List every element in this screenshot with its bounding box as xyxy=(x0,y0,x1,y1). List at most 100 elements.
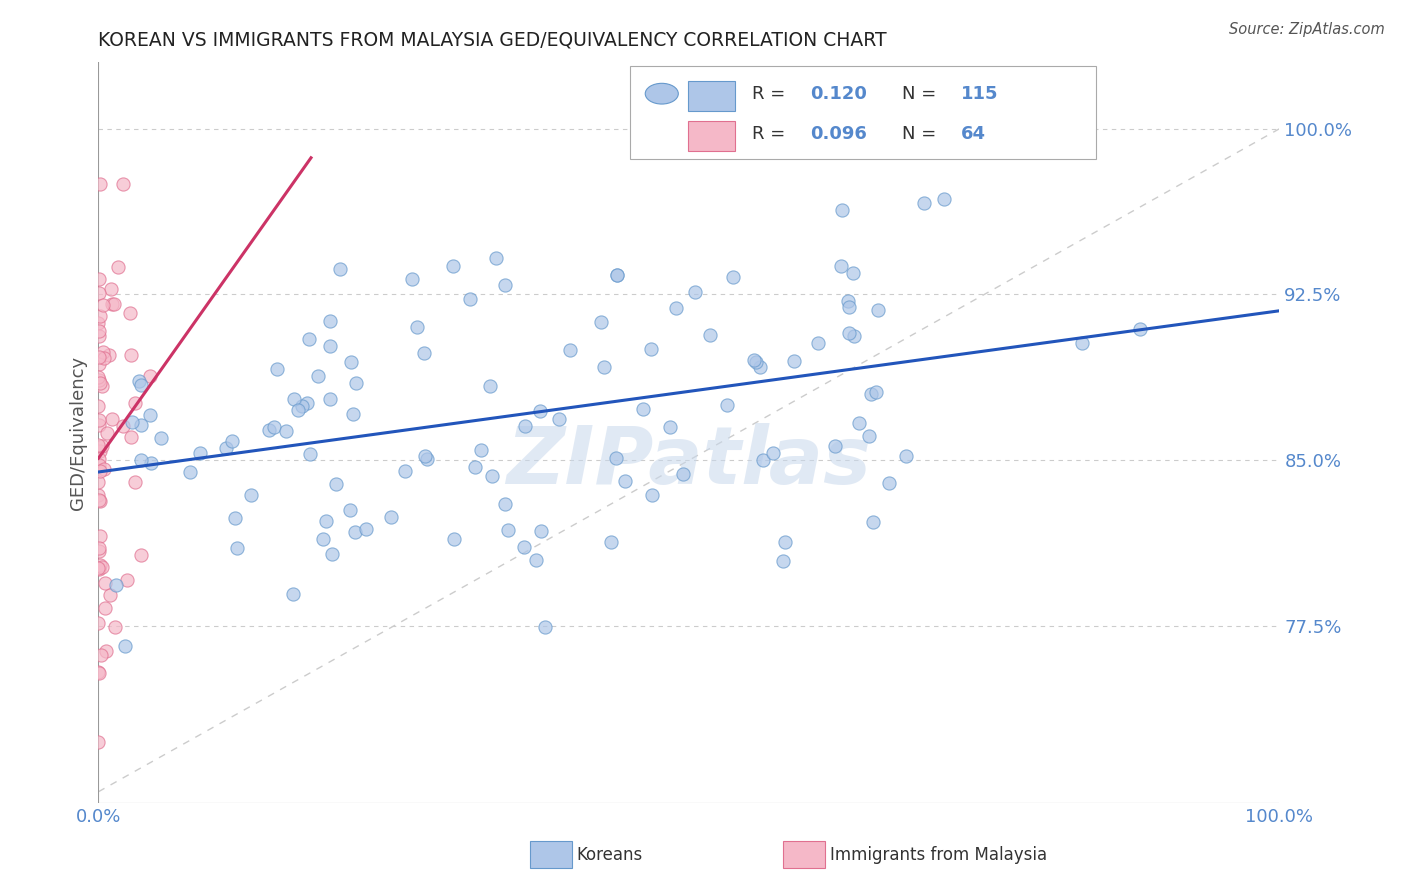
Point xyxy=(512,541,534,555)
Point xyxy=(89,357,111,371)
Point xyxy=(591,315,613,329)
Point xyxy=(593,359,616,374)
Point xyxy=(90,560,112,574)
Point xyxy=(87,328,110,343)
Point xyxy=(862,515,884,529)
Point xyxy=(394,464,416,478)
Point xyxy=(129,417,152,432)
Point xyxy=(685,285,707,299)
FancyBboxPatch shape xyxy=(688,121,735,151)
Point xyxy=(114,639,136,653)
Point xyxy=(524,552,547,566)
Point xyxy=(87,438,110,452)
Point xyxy=(344,376,367,391)
Point xyxy=(139,368,162,383)
Point xyxy=(858,429,880,443)
Point xyxy=(107,260,129,274)
Point xyxy=(315,514,337,528)
Point xyxy=(659,420,682,434)
Point xyxy=(745,355,768,369)
Point xyxy=(111,177,134,191)
Point xyxy=(89,177,111,191)
Point xyxy=(443,533,465,547)
Point xyxy=(494,497,516,511)
Point xyxy=(749,359,772,374)
Point xyxy=(87,458,110,472)
Point xyxy=(529,404,551,418)
Point xyxy=(838,300,860,314)
Point xyxy=(831,203,853,218)
Text: R =: R = xyxy=(752,125,785,143)
Point xyxy=(848,416,870,430)
Point xyxy=(87,370,110,384)
Text: 115: 115 xyxy=(960,85,998,103)
Text: N =: N = xyxy=(901,125,936,143)
Point xyxy=(141,456,163,470)
Point xyxy=(90,378,112,392)
Point xyxy=(120,348,142,362)
Point xyxy=(129,453,152,467)
Point xyxy=(149,431,172,445)
Point xyxy=(98,588,121,602)
Point xyxy=(287,403,309,417)
Text: Source: ZipAtlas.com: Source: ZipAtlas.com xyxy=(1229,22,1385,37)
Point xyxy=(100,282,122,296)
Point xyxy=(470,443,492,458)
Point xyxy=(121,415,143,429)
Point xyxy=(89,544,111,558)
Point xyxy=(291,399,314,413)
Point xyxy=(319,338,342,352)
Point xyxy=(339,503,361,517)
Point xyxy=(274,425,297,439)
Point xyxy=(699,327,721,342)
Point xyxy=(103,297,125,311)
Point xyxy=(129,548,152,562)
Point xyxy=(93,351,115,365)
Point xyxy=(318,392,340,406)
Point xyxy=(838,326,860,340)
Point xyxy=(605,450,627,465)
Point xyxy=(1070,336,1092,351)
Point xyxy=(87,616,110,631)
Point xyxy=(89,494,111,508)
Point xyxy=(772,554,794,568)
Point xyxy=(91,439,114,453)
Circle shape xyxy=(645,83,678,104)
Point xyxy=(494,277,516,292)
Point xyxy=(117,573,139,587)
Point xyxy=(121,430,143,444)
Point xyxy=(321,547,343,561)
Point xyxy=(87,665,110,680)
Point xyxy=(606,268,628,283)
Point xyxy=(104,578,127,592)
Point xyxy=(343,525,366,540)
Point xyxy=(842,266,865,280)
Point xyxy=(752,453,775,467)
Point xyxy=(138,408,160,422)
Point xyxy=(837,293,859,308)
Point xyxy=(640,342,662,356)
Point xyxy=(723,269,745,284)
Point xyxy=(665,301,688,315)
Point xyxy=(118,306,141,320)
Point xyxy=(534,620,557,634)
Point xyxy=(225,541,247,555)
Point xyxy=(112,418,135,433)
Point xyxy=(464,459,486,474)
FancyBboxPatch shape xyxy=(688,81,735,111)
Point xyxy=(89,372,111,386)
Point xyxy=(124,475,146,489)
Text: 64: 64 xyxy=(960,125,986,143)
Point xyxy=(87,417,110,432)
Point xyxy=(91,345,114,359)
Point xyxy=(87,562,110,576)
Point xyxy=(641,488,664,502)
Text: R =: R = xyxy=(752,85,785,103)
Point xyxy=(221,434,243,449)
Point xyxy=(342,407,364,421)
Point xyxy=(340,355,363,369)
Point xyxy=(413,345,436,359)
Point xyxy=(868,302,890,317)
Point xyxy=(672,467,695,482)
Point xyxy=(631,402,654,417)
